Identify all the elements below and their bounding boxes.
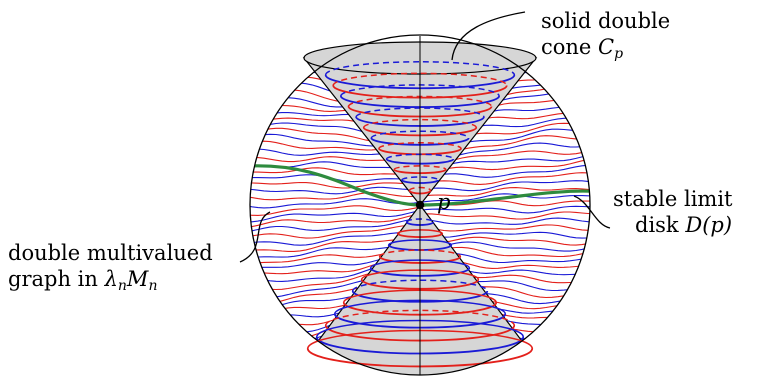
- cone-label-word: cone: [541, 35, 592, 59]
- graph-label-line2: graph in λnMn: [8, 266, 213, 294]
- disk-symbol: D(p): [685, 213, 733, 237]
- graph-label-word: graph in: [8, 267, 98, 291]
- spiral-back-arc: [370, 130, 470, 139]
- cone-label-line2: cone Cp: [541, 34, 670, 62]
- graph-lambda-subscript: n: [117, 278, 127, 294]
- graph-leader: [239, 211, 271, 263]
- graph-m-subscript: n: [148, 278, 158, 294]
- point-label: p: [437, 190, 451, 214]
- ball-outline: [249, 34, 591, 376]
- spiral-back-arc: [332, 72, 508, 86]
- disk-label-line1: stable limit: [613, 187, 733, 211]
- disk-leader: [573, 195, 611, 229]
- spiral-back-arc: [401, 176, 439, 181]
- disk-label-line2: disk D(p): [613, 212, 733, 238]
- spiral-back-arc: [324, 309, 516, 326]
- disk-label: stable limit disk D(p): [613, 186, 733, 238]
- graph-lambda: λ: [104, 267, 118, 291]
- spiral-back-arc: [393, 165, 447, 170]
- graph-label-line1: double multivalued: [8, 241, 213, 265]
- disk-label-word: disk: [635, 213, 679, 237]
- graph-m: M: [126, 267, 149, 291]
- point-p-dot: [415, 200, 425, 210]
- cone-subscript: p: [614, 46, 624, 62]
- cone-label: solid double cone Cp: [541, 8, 671, 62]
- graph-label: double multivalued graph in λnMn: [8, 240, 213, 294]
- cone-symbol: C: [598, 35, 615, 59]
- spiral-back-arc: [324, 61, 516, 76]
- cone-leader: [451, 11, 526, 61]
- cone-label-line1: solid double: [541, 9, 671, 33]
